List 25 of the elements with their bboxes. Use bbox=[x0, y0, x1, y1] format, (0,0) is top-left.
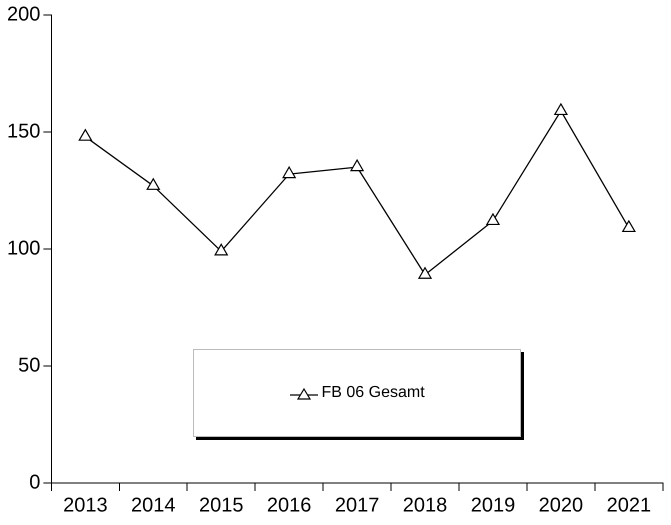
point bbox=[486, 213, 500, 226]
x-tick-label: 2020 bbox=[538, 494, 584, 517]
x-tick-label: 2019 bbox=[470, 494, 516, 517]
x-tick-label: 2018 bbox=[402, 494, 448, 517]
legend-label: FB 06 Gesamt bbox=[322, 384, 425, 402]
y-tick-label: 0 bbox=[29, 472, 40, 494]
legend-frame: FB 06 Gesamt bbox=[193, 349, 522, 437]
point bbox=[554, 103, 568, 116]
point bbox=[282, 166, 296, 178]
x-tick-label: 2014 bbox=[131, 494, 176, 517]
x-tick-label: 2016 bbox=[266, 494, 312, 517]
y-tick-label: 200 bbox=[6, 4, 40, 26]
point bbox=[78, 129, 92, 141]
y-tick-label: 150 bbox=[6, 120, 40, 143]
point bbox=[146, 178, 160, 190]
x-tick-label: 2021 bbox=[606, 494, 652, 517]
point bbox=[622, 220, 636, 232]
point bbox=[214, 244, 228, 256]
point bbox=[350, 160, 364, 172]
x-tick-label: 2017 bbox=[334, 494, 380, 517]
y-tick-label: 50 bbox=[18, 354, 40, 377]
x-tick-label: 2015 bbox=[198, 494, 244, 517]
x-tick-label: 2013 bbox=[63, 494, 108, 517]
y-tick-label: 100 bbox=[6, 238, 40, 260]
point bbox=[418, 267, 432, 279]
